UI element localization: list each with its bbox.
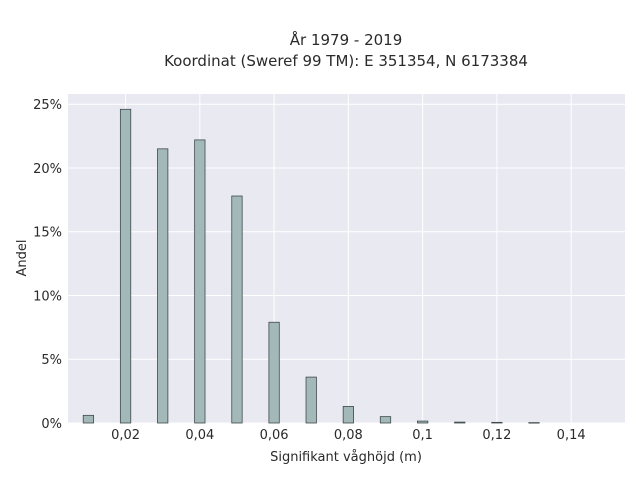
x-tick-label: 0,04 xyxy=(185,428,214,443)
y-tick-label: 25% xyxy=(33,98,62,113)
plot-area xyxy=(68,94,625,423)
histogram-bar xyxy=(119,108,132,424)
histogram-bar xyxy=(194,139,206,424)
x-tick-label: 0,08 xyxy=(334,428,363,443)
histogram-bar xyxy=(157,148,169,424)
x-tick-label: 0,14 xyxy=(557,428,586,443)
y-tick-label: 15% xyxy=(33,226,62,241)
histogram-bar xyxy=(417,420,429,424)
histogram-bar xyxy=(342,406,354,424)
x-tick-labels: 0,02 0,04 0,06 0,08 0,1 0,12 0,14 xyxy=(111,428,586,443)
x-tick-label: 0,06 xyxy=(260,428,289,443)
y-tick-label: 5% xyxy=(41,353,62,368)
y-tick-label: 0% xyxy=(41,417,62,432)
bars xyxy=(82,108,540,424)
histogram-bar xyxy=(82,414,95,424)
x-tick-label: 0,1 xyxy=(412,428,433,443)
histogram-bar xyxy=(379,416,392,424)
histogram-bar xyxy=(491,421,503,424)
x-tick-label: 0,02 xyxy=(111,428,140,443)
y-tick-label: 20% xyxy=(33,162,62,177)
y-axis-label: Andel xyxy=(15,240,30,277)
y-tick-label: 10% xyxy=(33,289,62,304)
histogram-bar xyxy=(305,376,317,424)
histogram-bar xyxy=(528,422,540,424)
chart-title-line-2: Koordinat (Sweref 99 TM): E 351354, N 61… xyxy=(164,52,528,70)
x-tick-label: 0,12 xyxy=(482,428,511,443)
histogram-bar xyxy=(454,421,466,424)
y-tick-labels: 0% 5% 10% 15% 20% 25% xyxy=(33,98,62,432)
histogram-bar xyxy=(231,195,243,424)
histogram-bar xyxy=(268,321,280,424)
x-axis-label: Signifikant våghöjd (m) xyxy=(270,450,422,465)
chart-title-line-1: År 1979 - 2019 xyxy=(290,30,403,49)
